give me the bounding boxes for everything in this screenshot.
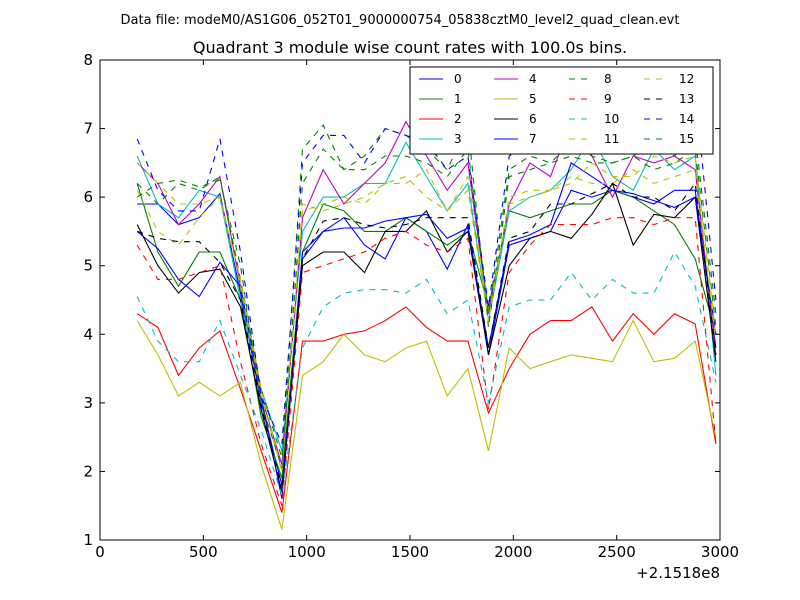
series-line-8: [136, 123, 717, 458]
legend-entry: 3: [419, 132, 462, 146]
y-tick-label: 2: [83, 462, 93, 480]
chart-title: Quadrant 3 module wise count rates with …: [193, 38, 627, 57]
series-line-10: [136, 250, 717, 496]
series-line-15: [136, 141, 717, 469]
legend-entry: 1: [419, 92, 462, 106]
legend-label: 7: [529, 132, 537, 146]
legend-entry: 12: [644, 72, 694, 86]
series-line-4: [136, 120, 717, 465]
series-line-5: [136, 319, 717, 530]
y-tick-label: 6: [83, 188, 93, 206]
legend-entry: 5: [494, 92, 537, 106]
legend-entry: 7: [494, 132, 537, 146]
legend-entry: 15: [644, 132, 694, 146]
legend-label: 0: [454, 72, 462, 86]
figure-suptitle: Data file: modeM0/AS1G06_052T01_90000007…: [121, 13, 680, 28]
legend-label: 6: [529, 112, 537, 126]
x-tick-label: 3000: [701, 543, 739, 561]
x-tick-label: 1500: [391, 543, 429, 561]
x-tick-label: 2000: [494, 543, 532, 561]
legend-entry: 0: [419, 72, 462, 86]
legend-entry: 13: [644, 92, 694, 106]
legend-label: 1: [454, 92, 462, 106]
legend-label: 15: [679, 132, 694, 146]
legend-label: 8: [604, 72, 612, 86]
y-tick-label: 5: [83, 257, 93, 275]
legend-entry: 2: [419, 112, 462, 126]
legend-label: 14: [679, 112, 694, 126]
legend-label: 9: [604, 92, 612, 106]
legend-label: 13: [679, 92, 694, 106]
series-line-13: [137, 181, 717, 489]
legend-entry: 10: [569, 112, 619, 126]
legend-entry: 9: [569, 92, 612, 106]
series-line-3: [136, 134, 717, 452]
legend-entry: 6: [494, 112, 537, 126]
x-tick-label: 500: [189, 543, 218, 561]
legend-entry: 11: [569, 132, 619, 146]
legend-entry: 4: [494, 72, 537, 86]
legend-label: 4: [529, 72, 537, 86]
x-tick-label: 1000: [288, 543, 326, 561]
legend-entry: 14: [644, 112, 694, 126]
y-tick-label: 1: [83, 531, 93, 549]
series-line-12: [136, 162, 717, 472]
series-line-7: [136, 162, 717, 500]
legend-label: 11: [604, 132, 619, 146]
y-tick-label: 3: [83, 394, 93, 412]
y-tick-label: 8: [83, 51, 93, 69]
legend-label: 12: [679, 72, 694, 86]
series-line-2: [136, 306, 717, 513]
legend-box: [409, 66, 714, 155]
series-line-6: [136, 182, 717, 493]
legend-label: 10: [604, 112, 619, 126]
legend-entry: 8: [569, 72, 612, 86]
y-tick-label: 7: [83, 120, 93, 138]
series-line-1: [136, 183, 717, 479]
series-line-9: [136, 217, 717, 506]
x-offset-label: +2.1518e8: [636, 564, 720, 582]
x-tick-label: 2500: [598, 543, 636, 561]
y-tick-label: 4: [83, 325, 93, 343]
series-layer: [136, 88, 717, 530]
legend-label: 5: [529, 92, 537, 106]
x-tick-label: 0: [95, 543, 105, 561]
legend-label: 2: [454, 112, 462, 126]
legend-label: 3: [454, 132, 462, 146]
series-line-11: [136, 155, 717, 472]
